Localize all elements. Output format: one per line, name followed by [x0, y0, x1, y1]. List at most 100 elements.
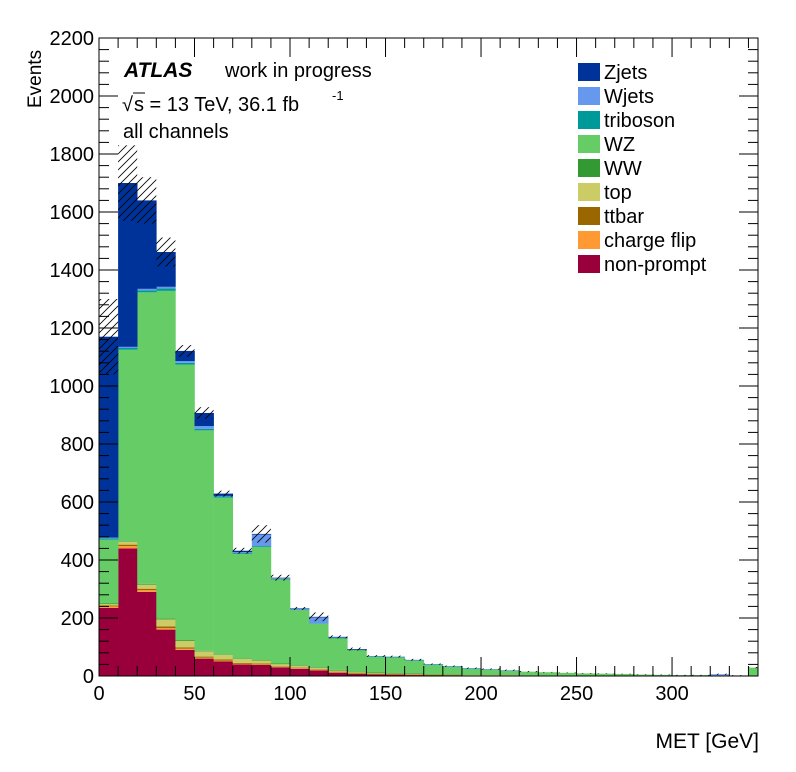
bar-Zjets-1 — [118, 183, 138, 347]
bar-WZ-11 — [309, 623, 329, 668]
bar-top-6 — [213, 654, 234, 660]
bar-WZ-19 — [461, 668, 482, 676]
bar-non-prompt-5 — [194, 658, 214, 676]
bar-WZ-20 — [481, 669, 501, 676]
bar-ttbar-17 — [423, 674, 444, 676]
bar-top-10 — [290, 665, 310, 668]
uncertainty-bin-19 — [461, 667, 482, 669]
legend-swatch-Zjets — [578, 63, 600, 81]
legend-swatch-ttbar — [578, 207, 600, 225]
uncertainty-bin-31 — [691, 674, 711, 676]
bar-WZ-21 — [500, 670, 520, 676]
channel-label: all channels — [123, 121, 229, 143]
bar-charge-flip-8 — [251, 664, 272, 665]
bar-top-13 — [347, 671, 367, 674]
bar-charge-flip-1 — [118, 546, 138, 549]
y-tick-label-1400: 1400 — [50, 260, 95, 282]
bar-Wjets-0 — [99, 537, 119, 539]
legend-label-Zjets: Zjets — [604, 62, 647, 84]
bar-WW-11 — [309, 667, 329, 668]
bar-charge-flip-11 — [309, 669, 329, 671]
y-tick-label-0: 0 — [83, 666, 94, 688]
bar-ttbar-14 — [366, 673, 386, 675]
bar-ttbar-15 — [385, 673, 405, 675]
uncertainty-bin-25 — [576, 673, 596, 674]
bar-Wjets-4 — [175, 361, 195, 363]
status-label: work in progress — [224, 60, 372, 82]
uncertainty-bin-3 — [156, 237, 176, 267]
bar-WZ-2 — [137, 292, 157, 584]
legend-swatch-WZ — [578, 135, 600, 153]
bar-WW-6 — [213, 654, 234, 655]
bar-top-1 — [118, 541, 138, 545]
bar-non-prompt-14 — [366, 674, 386, 676]
bar-ttbar-1 — [118, 544, 138, 547]
bar-top-8 — [251, 660, 272, 664]
bar-WZ-29 — [652, 674, 673, 676]
bar-non-prompt-2 — [137, 591, 157, 676]
bar-triboson-4 — [175, 362, 195, 365]
bar-top-19 — [461, 675, 482, 676]
bar-top-0 — [99, 604, 119, 606]
bar-non-prompt-6 — [213, 661, 234, 676]
bar-Wjets-5 — [194, 426, 214, 429]
bar-WW-15 — [385, 673, 405, 674]
legend-swatch-non-prompt — [578, 255, 600, 273]
legend-label-charge-flip: charge flip — [604, 230, 696, 252]
y-axis-label: Events — [25, 50, 46, 108]
bar-ttbar-11 — [309, 669, 329, 670]
bar-WZ-27 — [614, 673, 635, 676]
bar-top-2 — [137, 584, 157, 589]
bar-non-prompt-12 — [328, 672, 348, 676]
uncertainty-bin-14 — [366, 655, 386, 657]
legend-label-ttbar: ttbar — [604, 206, 644, 228]
bar-charge-flip-3 — [156, 628, 176, 630]
bar-WW-16 — [404, 673, 425, 674]
bar-ttbar-9 — [270, 666, 291, 667]
bar-charge-flip-5 — [194, 657, 214, 659]
bar-triboson-5 — [194, 428, 214, 431]
uncertainty-bin-8 — [251, 525, 271, 543]
x-tick-label-250: 250 — [560, 683, 593, 705]
bar-WW-9 — [270, 663, 291, 665]
uncertainty-band — [99, 145, 758, 676]
bar-top-12 — [328, 670, 348, 672]
bar-charge-flip-4 — [175, 648, 195, 650]
y-tick-label-1000: 1000 — [50, 376, 95, 398]
y-tick-label-600: 600 — [61, 492, 94, 514]
x-tick-label-50: 50 — [183, 683, 205, 705]
legend-label-WW: WW — [604, 158, 642, 180]
bar-Zjets-0 — [99, 336, 119, 538]
uncertainty-bin-24 — [557, 672, 577, 674]
bar-Wjets-2 — [137, 288, 157, 291]
uncertainty-bin-4 — [175, 345, 195, 357]
bar-WZ-8 — [251, 546, 272, 661]
bar-triboson-11 — [309, 623, 329, 624]
uncertainty-bin-26 — [595, 673, 615, 674]
bar-triboson-0 — [99, 538, 119, 540]
bar-WZ-6 — [213, 497, 234, 655]
bar-WZ-18 — [442, 666, 463, 675]
plot-frame — [98, 37, 759, 677]
uncertainty-bin-29 — [652, 674, 673, 676]
bar-triboson-3 — [156, 288, 176, 291]
bar-charge-flip-2 — [137, 590, 157, 592]
bar-non-prompt-3 — [156, 629, 176, 676]
uncertainty-bin-16 — [404, 658, 424, 661]
uncertainty-bin-17 — [423, 663, 443, 665]
bar-top-14 — [366, 672, 386, 674]
bar-top-4 — [175, 640, 195, 648]
uncertainty-bin-10 — [290, 606, 310, 610]
bar-ttbar-16 — [404, 674, 425, 675]
bar-triboson-8 — [251, 546, 272, 547]
bar-WZ-4 — [175, 364, 195, 641]
bar-WZ-28 — [633, 674, 654, 676]
bar-WZ-26 — [595, 673, 616, 676]
atlas-label: ATLAS — [123, 59, 192, 82]
legend-label-Wjets: Wjets — [604, 86, 654, 108]
bar-ttbar-6 — [213, 659, 234, 661]
x-tick-label-300: 300 — [655, 683, 688, 705]
bar-top-20 — [481, 675, 501, 676]
bar-top-5 — [194, 651, 214, 657]
bar-WZ-9 — [270, 579, 291, 664]
